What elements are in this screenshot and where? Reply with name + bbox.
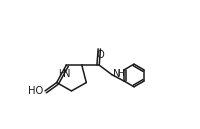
Text: N: N <box>62 68 70 79</box>
Text: O: O <box>96 50 104 60</box>
Text: N: N <box>112 68 120 79</box>
Text: H: H <box>117 69 123 78</box>
Text: HO: HO <box>28 86 44 96</box>
Text: H: H <box>58 69 65 78</box>
